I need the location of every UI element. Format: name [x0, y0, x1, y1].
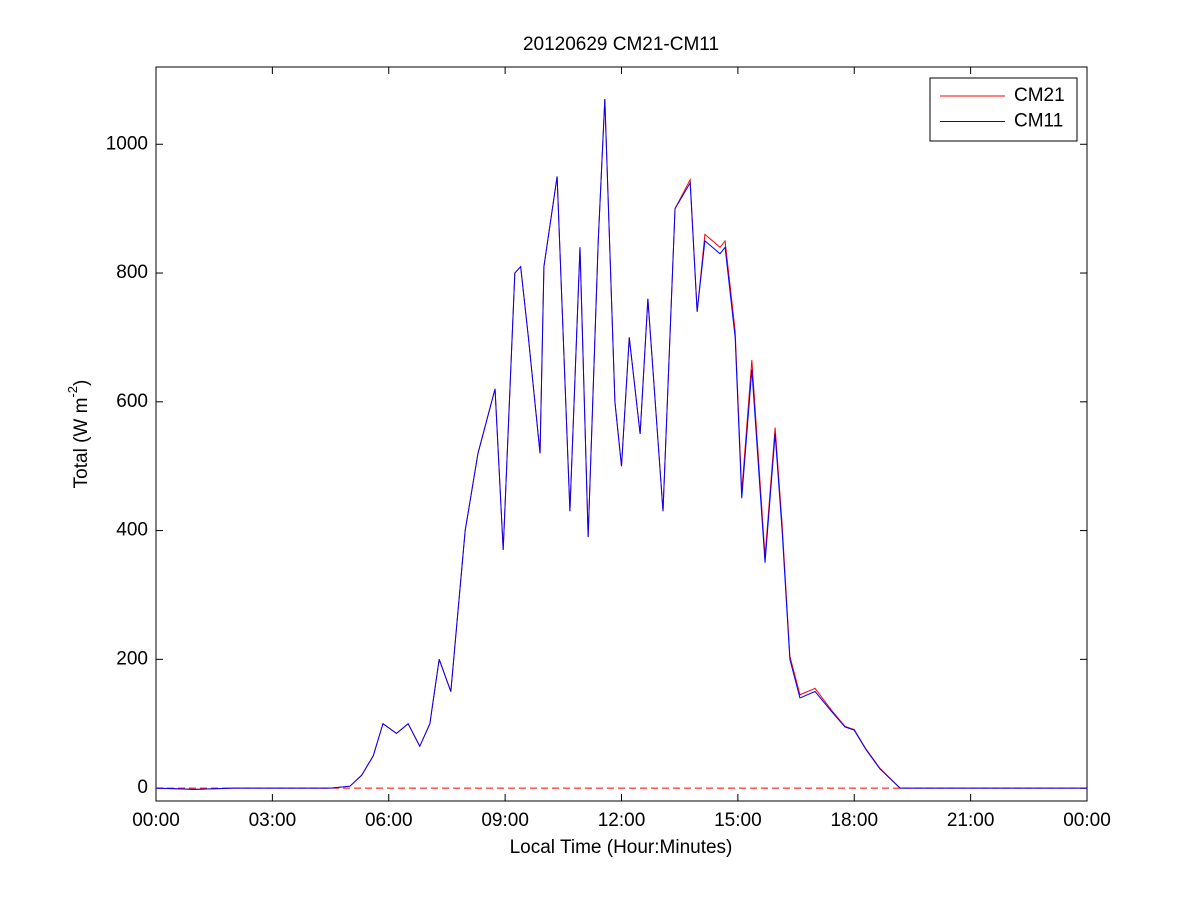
y-tick-label: 800	[116, 262, 148, 283]
x-tick-label: 21:00	[947, 810, 995, 831]
x-tick-label: 15:00	[714, 810, 762, 831]
plot-area	[155, 66, 1088, 802]
x-axis-label: Local Time (Hour:Minutes)	[510, 837, 733, 858]
series-line	[155, 99, 1087, 790]
x-tick-label: 03:00	[249, 810, 297, 831]
y-tick-label: 400	[116, 520, 148, 541]
y-tick-label: 600	[116, 391, 148, 412]
x-tick-label: 00:00	[132, 810, 180, 831]
legend-label: CM11	[1014, 111, 1063, 132]
x-tick-label: 12:00	[598, 810, 646, 831]
chart-title: 20120629 CM21-CM11	[523, 34, 719, 55]
y-axis-label: Total (W m-2)	[65, 380, 92, 489]
y-tick-label: 200	[116, 648, 148, 669]
x-tick-label: 06:00	[365, 810, 413, 831]
y-tick-label: 0	[137, 777, 148, 798]
y-label-sup: -2	[65, 386, 80, 398]
y-tick-label: 1000	[106, 133, 148, 154]
x-tick-label: 18:00	[830, 810, 878, 831]
x-tick-label: 09:00	[481, 810, 529, 831]
y-label-end: )	[71, 380, 92, 386]
legend-label: CM21	[1014, 85, 1065, 106]
legend-box	[929, 77, 1078, 142]
x-tick-label: 00:00	[1063, 810, 1111, 831]
y-label-main: Total (W m	[71, 398, 92, 489]
